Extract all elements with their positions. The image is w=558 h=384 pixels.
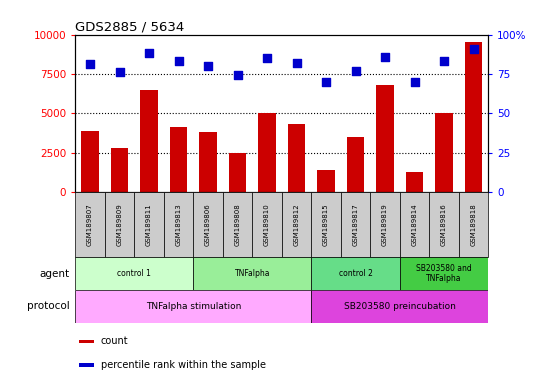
Text: TNFalpha stimulation: TNFalpha stimulation [146, 302, 241, 311]
Bar [75, 257, 193, 290]
Point [85, 61, 94, 68]
Text: SB203580 and
TNFalpha: SB203580 and TNFalpha [416, 264, 472, 283]
Point [440, 58, 449, 65]
Bar [199, 132, 217, 192]
Text: GSM189817: GSM189817 [353, 203, 359, 246]
Bar [435, 113, 453, 192]
Bar [400, 192, 429, 257]
Text: GSM189812: GSM189812 [294, 203, 300, 246]
Bar [79, 364, 94, 367]
Bar [140, 90, 158, 192]
Bar [193, 257, 311, 290]
Bar [341, 192, 371, 257]
Text: percentile rank within the sample: percentile rank within the sample [100, 360, 266, 370]
Point [263, 55, 272, 61]
Point [145, 50, 153, 56]
Point [204, 63, 213, 69]
Bar [317, 170, 335, 192]
Bar [406, 172, 424, 192]
Text: GSM189818: GSM189818 [470, 203, 477, 246]
Text: GSM189810: GSM189810 [264, 203, 270, 246]
Bar [75, 290, 311, 323]
Point [174, 58, 183, 65]
Bar [110, 148, 128, 192]
Bar [311, 290, 488, 323]
Bar [429, 192, 459, 257]
Bar [371, 192, 400, 257]
Text: control 2: control 2 [339, 269, 372, 278]
Text: TNFalpha: TNFalpha [234, 269, 270, 278]
Text: GSM189811: GSM189811 [146, 203, 152, 246]
Text: GSM189816: GSM189816 [441, 203, 447, 246]
Text: GSM189815: GSM189815 [323, 203, 329, 246]
Text: GSM189806: GSM189806 [205, 203, 211, 246]
Text: protocol: protocol [27, 301, 70, 311]
Text: GSM189807: GSM189807 [87, 203, 93, 246]
Bar [223, 192, 252, 257]
Point [292, 60, 301, 66]
Point [469, 46, 478, 52]
Bar [164, 192, 193, 257]
Bar [288, 124, 305, 192]
Text: SB203580 preincubation: SB203580 preincubation [344, 302, 456, 311]
Bar [465, 43, 482, 192]
Bar [400, 257, 488, 290]
Bar [311, 192, 341, 257]
Text: GDS2885 / 5634: GDS2885 / 5634 [75, 20, 185, 33]
Bar [81, 131, 99, 192]
Bar [134, 192, 164, 257]
Bar [170, 127, 187, 192]
Point [351, 68, 360, 74]
Bar [105, 192, 134, 257]
Bar [229, 153, 247, 192]
Bar [347, 137, 364, 192]
Bar [282, 192, 311, 257]
Bar [459, 192, 488, 257]
Bar [193, 192, 223, 257]
Text: GSM189813: GSM189813 [176, 203, 181, 246]
Point [321, 79, 330, 85]
Bar [75, 192, 105, 257]
Text: count: count [100, 336, 128, 346]
Text: GSM189819: GSM189819 [382, 203, 388, 246]
Point [410, 79, 419, 85]
Text: GSM189808: GSM189808 [234, 203, 240, 246]
Text: agent: agent [40, 268, 70, 279]
Point [381, 53, 389, 60]
Bar [252, 192, 282, 257]
Text: control 1: control 1 [117, 269, 151, 278]
Text: GSM189814: GSM189814 [411, 203, 417, 246]
Point [115, 69, 124, 75]
Point [233, 73, 242, 79]
Text: GSM189809: GSM189809 [117, 203, 123, 246]
Bar [258, 113, 276, 192]
Bar [376, 85, 394, 192]
Bar [311, 257, 400, 290]
Bar [79, 340, 94, 343]
